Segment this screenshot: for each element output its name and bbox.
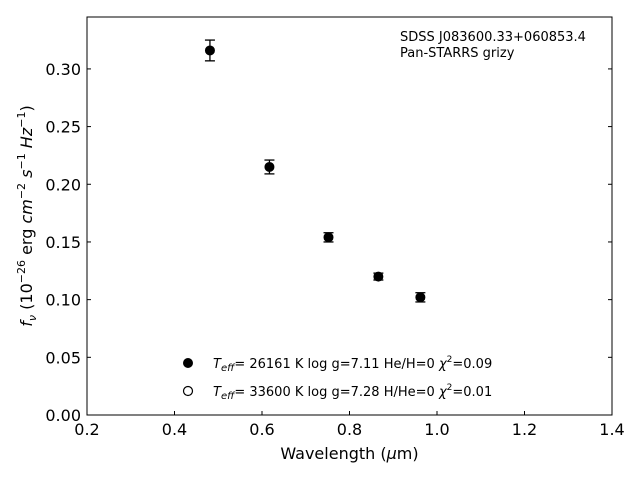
data-point bbox=[373, 271, 384, 282]
y-tick-label: 0.20 bbox=[45, 175, 81, 194]
legend: Teff= 26161 K log g=7.11 He/H=0 χ2=0.09 … bbox=[182, 355, 492, 402]
legend-label-2: Teff= 33600 K log g=7.28 H/He=0 χ2=0.01 bbox=[213, 383, 492, 402]
x-tick-label: 1.4 bbox=[599, 420, 624, 439]
legend-entry-1: Teff= 26161 K log g=7.11 He/H=0 χ2=0.09 bbox=[183, 355, 492, 374]
annotation-line-2: Pan-STARRS grizy bbox=[400, 46, 515, 61]
x-tick-label: 0.2 bbox=[74, 420, 99, 439]
plot-frame bbox=[86, 16, 613, 416]
data-point bbox=[264, 159, 275, 175]
y-axis-title: fν (10−26 erg cm−2 s−1 Hz−1) bbox=[15, 105, 39, 326]
point-marker bbox=[264, 161, 275, 172]
axis-ticks bbox=[86, 68, 613, 416]
point-marker bbox=[204, 45, 215, 56]
y-tick-label: 0.10 bbox=[45, 291, 81, 310]
x-axis-title: Wavelength (μm) bbox=[280, 444, 418, 463]
x-tick-label: 1.2 bbox=[512, 420, 537, 439]
x-tick-label: 0.4 bbox=[162, 420, 187, 439]
data-point bbox=[323, 232, 334, 243]
annotation-line-1: SDSS J083600.33+060853.4 bbox=[400, 30, 586, 45]
y-tick-label: 0.00 bbox=[45, 406, 81, 425]
x-tick-label: 0.6 bbox=[249, 420, 274, 439]
object-annotation: SDSS J083600.33+060853.4 Pan-STARRS griz… bbox=[400, 30, 586, 61]
point-marker bbox=[415, 292, 426, 303]
legend-marker-filled bbox=[183, 358, 193, 368]
point-marker bbox=[373, 271, 384, 282]
data-point bbox=[415, 292, 426, 303]
y-tick-label: 0.05 bbox=[45, 348, 81, 367]
y-tick-label: 0.25 bbox=[45, 118, 81, 137]
x-tick-label: 0.8 bbox=[337, 420, 362, 439]
tick-labels: 0.2 0.4 0.6 0.8 1.0 1.2 1.4 0.00 0.05 0.10 0.15 0.2… bbox=[45, 60, 624, 439]
y-tick-label: 0.15 bbox=[45, 233, 81, 252]
y-tick-label: 0.30 bbox=[45, 60, 81, 79]
point-marker bbox=[323, 232, 334, 243]
legend-marker-open bbox=[182, 385, 194, 397]
legend-label-1: Teff= 26161 K log g=7.11 He/H=0 χ2=0.09 bbox=[213, 355, 492, 374]
data-point bbox=[204, 39, 215, 62]
data-series bbox=[204, 39, 426, 303]
x-tick-label: 1.0 bbox=[424, 420, 449, 439]
legend-entry-2: Teff= 33600 K log g=7.28 H/He=0 χ2=0.01 bbox=[182, 383, 492, 402]
